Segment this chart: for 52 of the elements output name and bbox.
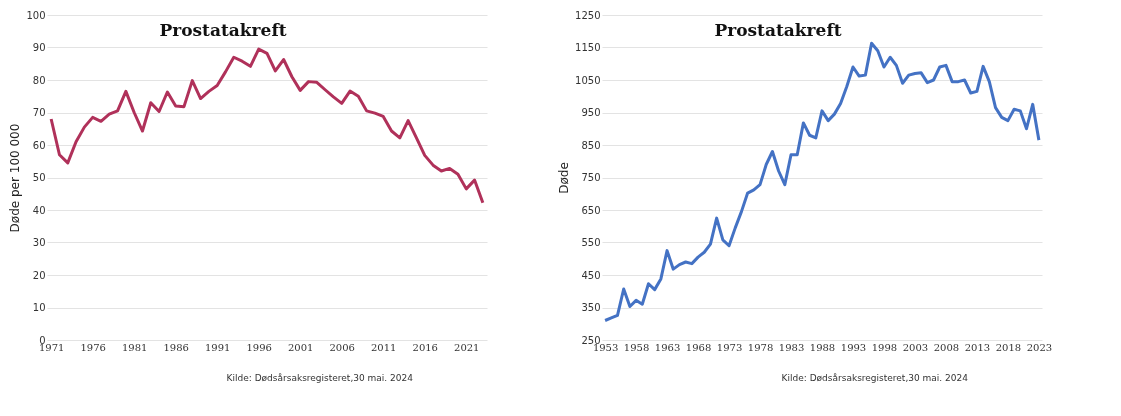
y-tick-label: 350 <box>581 302 601 313</box>
text: Kilde: Dødsårsaksregisteret,30 mai. 2024 <box>781 373 969 383</box>
y-tick-label: 50 <box>32 172 46 183</box>
y-tick-label: 40 <box>32 204 46 216</box>
x-tick-label: 2023 <box>1026 341 1053 353</box>
y-tick-label: 60 <box>32 139 46 151</box>
y-tick-label: 20 <box>32 269 46 281</box>
line-series <box>49 47 485 205</box>
y-tick-label: 100 <box>26 9 46 21</box>
x-tick-label: 1968 <box>685 341 712 353</box>
y-tick-label: 650 <box>581 204 601 216</box>
x-tick-label: 2011 <box>371 341 397 353</box>
x-tick-label: 1986 <box>163 341 189 353</box>
y-tick-label: 950 <box>581 107 601 118</box>
chart-title: Prostatakreft <box>714 20 842 40</box>
x-tick-label: 2003 <box>902 341 929 353</box>
y-tick-label: 750 <box>581 172 601 183</box>
x-tick-label: 1958 <box>623 341 650 353</box>
y-tick-label: 450 <box>581 269 601 281</box>
x-tick-label: 2021 <box>454 341 480 353</box>
line-series <box>603 41 1041 322</box>
y-tick-label: 1050 <box>575 74 601 86</box>
y-tick-label: 10 <box>32 302 46 313</box>
x-tick-label: 2018 <box>995 341 1022 353</box>
y-tick-label: 90 <box>32 42 46 53</box>
x-tick-label: 2001 <box>287 341 314 353</box>
x-tick-label: 1988 <box>809 341 836 353</box>
y-tick-label: 1250 <box>575 9 601 21</box>
x-tick-label: 2013 <box>964 341 991 353</box>
y-tick-label: 850 <box>581 139 601 151</box>
x-tick-label: 1973 <box>716 341 743 353</box>
y-axis-title: Døde per 100 000 <box>8 123 23 233</box>
y-tick-label: 1150 <box>575 42 601 53</box>
y-tick-label: 30 <box>32 237 46 248</box>
y-tick-label: 70 <box>32 107 46 118</box>
x-tick-label: 1996 <box>246 341 272 353</box>
text: Kilde: Dødsårsaksregisteret,30 mai. 2024 <box>226 373 414 383</box>
x-tick-label: 2006 <box>329 341 355 353</box>
x-tick-label: 1978 <box>747 341 774 353</box>
x-tick-label: 1976 <box>80 341 106 353</box>
x-tick-label: 1981 <box>121 341 148 353</box>
x-tick-label: 1991 <box>204 341 231 353</box>
x-tick-label: 1993 <box>840 341 867 353</box>
x-tick-label: 1983 <box>778 341 805 353</box>
x-tick-label: 2016 <box>412 341 438 353</box>
chart-title: Prostatakreft <box>159 20 287 40</box>
y-tick-label: 80 <box>32 74 46 86</box>
y-tick-label: 550 <box>581 237 601 248</box>
x-tick-label: 2008 <box>933 341 960 353</box>
x-tick-label: 1998 <box>871 341 898 353</box>
y-axis-title: Døde <box>557 162 572 194</box>
x-tick-label: 1963 <box>654 341 681 353</box>
